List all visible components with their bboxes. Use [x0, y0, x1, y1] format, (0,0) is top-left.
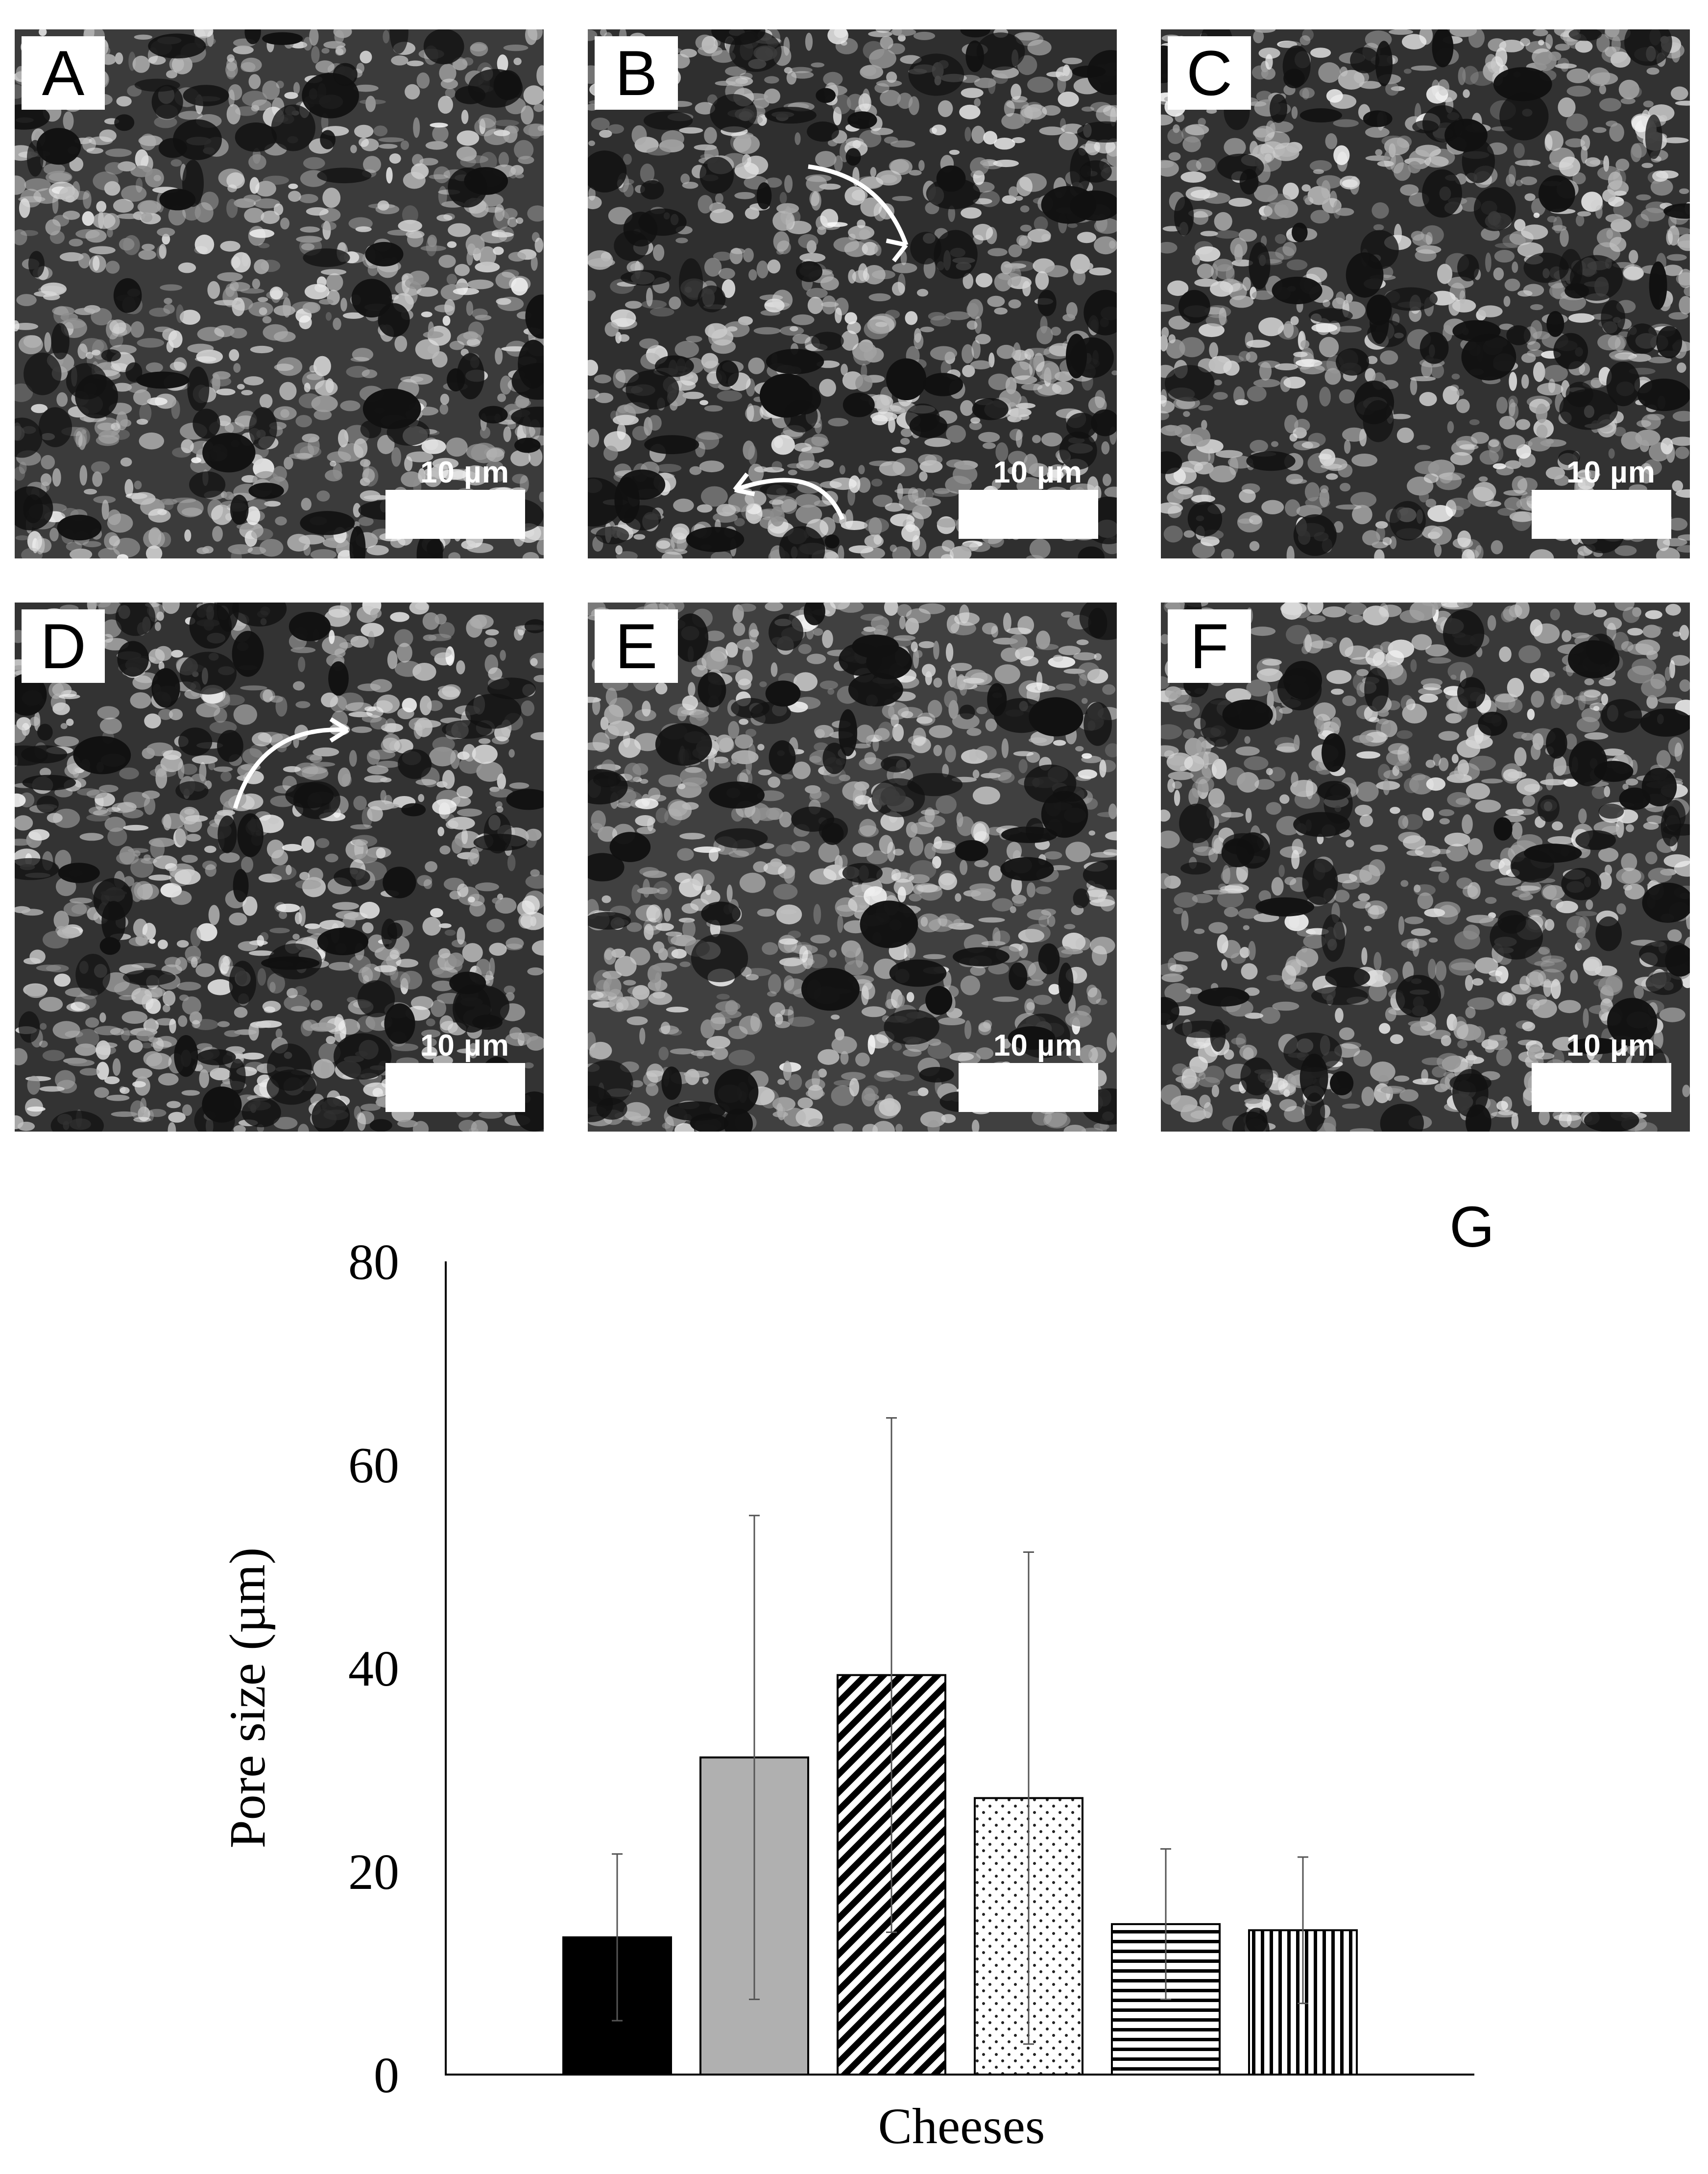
error-bar-3	[886, 1417, 897, 1933]
micrograph-a: A 10 µm	[15, 29, 544, 558]
panel-letter-b: B	[595, 36, 678, 110]
chart-panel-letter: G	[1449, 1195, 1494, 1259]
scale-bar-e	[959, 1063, 1098, 1112]
error-bar-6	[1298, 1856, 1308, 2005]
error-bars	[612, 1417, 1308, 2045]
micrograph-e-texture	[588, 603, 1117, 1132]
bars	[562, 1674, 1358, 2076]
scale-bar-d	[385, 1063, 525, 1112]
micrograph-a-texture	[15, 29, 544, 558]
scale-bar-f	[1532, 1063, 1671, 1112]
panel-letter-e: E	[595, 609, 678, 683]
micrograph-f: F 10 µm	[1161, 603, 1690, 1132]
error-bar-4	[1023, 1551, 1034, 2045]
pore-size-chart: G Pore size (µm) Cheeses 0 20 40 60 80	[219, 1195, 1494, 2154]
error-bar-1	[612, 1853, 623, 2022]
y-axis-title: Pore size (µm)	[219, 1547, 276, 1848]
panel-letter-c: C	[1168, 36, 1251, 110]
y-tick-label-0: 0	[374, 2047, 399, 2103]
scale-bar-c	[1532, 490, 1671, 539]
panel-letter-d: D	[22, 609, 105, 683]
panel-letter-a: A	[22, 36, 105, 110]
micrograph-c: C 10 µm	[1161, 29, 1690, 558]
error-bar-5	[1160, 1848, 1171, 2000]
y-tick-label-2: 40	[348, 1641, 399, 1697]
scale-label-c: 10 µm	[1566, 456, 1656, 489]
scale-label-f: 10 µm	[1566, 1029, 1656, 1063]
micrograph-e: E 10 µm	[588, 603, 1117, 1132]
scale-label-e: 10 µm	[993, 1029, 1083, 1063]
micrograph-d-texture	[15, 603, 544, 1132]
scale-label-d: 10 µm	[420, 1029, 509, 1063]
scale-label-b: 10 µm	[993, 456, 1083, 489]
x-axis-title: Cheeses	[878, 2098, 1045, 2154]
micrograph-d: D 10 µm	[15, 603, 544, 1132]
micrograph-b-texture	[588, 29, 1117, 558]
error-bar-2	[749, 1515, 760, 2000]
y-tick-label-3: 60	[348, 1437, 399, 1494]
y-tick-label-4: 80	[348, 1234, 399, 1290]
micrograph-c-texture	[1161, 29, 1690, 558]
y-tick-labels: 0 20 40 60 80	[348, 1234, 399, 2103]
scale-bar-b	[959, 490, 1098, 539]
scale-label-a: 10 µm	[420, 456, 509, 489]
micrograph-f-texture	[1161, 603, 1690, 1132]
scale-bar-a	[385, 490, 525, 539]
y-tick-label-1: 20	[348, 1844, 399, 1900]
micrograph-b: B 10 µm	[588, 29, 1117, 558]
panel-letter-f: F	[1168, 609, 1251, 683]
